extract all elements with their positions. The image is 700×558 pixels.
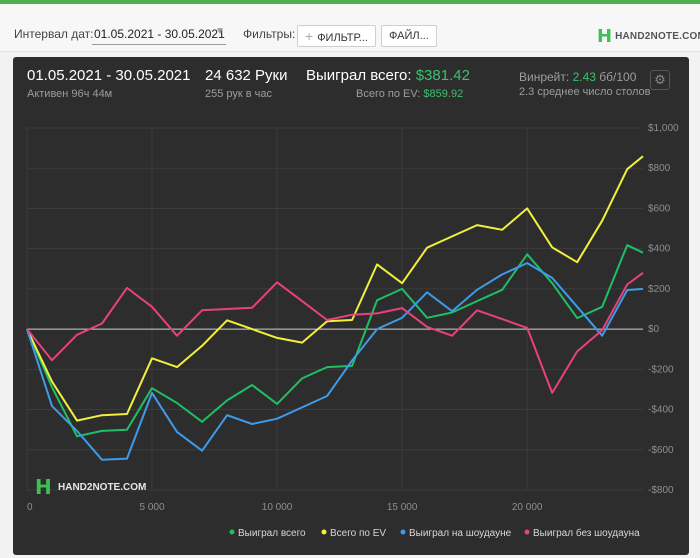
series-line-1 [26, 155, 644, 422]
plus-icon: + [305, 28, 314, 44]
summary-period: 01.05.2021 - 30.05.2021 [27, 67, 191, 84]
summary-ev-total: Всего по EV: $859.92 [356, 88, 464, 100]
filter-button[interactable]: + ФИЛЬТР... [297, 25, 376, 47]
y-tick-label: -$400 [648, 405, 674, 416]
x-tick-label: 15 000 [387, 502, 418, 513]
chart-watermark: H HAND2NOTE.COM [35, 475, 146, 499]
summary-won-total: Выиграл всего: $381.42 [306, 67, 470, 84]
y-tick-label: $400 [648, 244, 671, 255]
filters-label: Фильтры: [243, 27, 296, 41]
summary-winrate: Винрейт: 2.43 бб/100 [519, 70, 637, 84]
y-tick-label: $1,000 [648, 123, 679, 134]
gear-icon[interactable]: ⚙ [650, 70, 670, 90]
legend-item: Выиграл на шоудауне [409, 528, 512, 539]
winrate-value: 2.43 [572, 70, 596, 84]
y-axis-ticks: $1,000 $800 $600 $400 $200 $0 -$200 -$400 -$600 -… [648, 123, 679, 496]
date-interval-label: Интервал дат: [14, 27, 94, 41]
series-line-0 [26, 244, 644, 438]
chevron-down-icon[interactable]: ▼ [215, 26, 225, 37]
x-tick-label: 20 000 [512, 502, 543, 513]
ev-total-value: $859.92 [423, 88, 464, 100]
won-total-value: $381.42 [415, 67, 470, 84]
date-range-picker[interactable]: 01.05.2021 - 30.05.2021 [94, 27, 225, 41]
legend-swatch [400, 529, 406, 535]
series-line-3 [26, 271, 644, 394]
y-tick-label: $200 [648, 284, 671, 295]
legend-item: Всего по EV [330, 528, 386, 539]
legend-item: Выиграл без шоудауна [533, 527, 640, 539]
top-toolbar: Интервал дат: 01.05.2021 - 30.05.2021 ▼ … [0, 0, 700, 52]
summary-active: Активен 96ч 44м [27, 88, 113, 100]
brand-mark: H [597, 26, 613, 47]
x-axis-ticks: 0 5 000 10 000 15 000 20 000 [27, 502, 543, 513]
y-tick-label: $600 [648, 203, 671, 214]
y-tick-label: -$600 [648, 445, 674, 456]
chart-grid [26, 127, 643, 491]
brand-logo: H HAND2NOTE.COM [597, 26, 700, 47]
date-range-underline [92, 44, 226, 45]
summary-hands-per-hour: 255 рук в час [205, 88, 273, 100]
legend-swatch [229, 529, 235, 535]
watermark-mark: H [35, 475, 52, 499]
y-tick-label: $0 [648, 324, 660, 335]
summary-avg-tables: 2.3 среднее число столов [519, 86, 651, 98]
file-button[interactable]: ФАЙЛ... [381, 25, 437, 47]
y-tick-label: -$200 [648, 364, 674, 375]
summary-hands: 24 632 Руки [205, 67, 288, 84]
watermark-name: HAND2NOTE.COM [58, 482, 146, 493]
x-tick-label: 0 [27, 502, 33, 513]
legend-item: Выиграл всего [238, 528, 306, 539]
x-tick-label: 10 000 [262, 502, 293, 513]
chart-series [26, 155, 644, 461]
legend-swatch [524, 529, 530, 535]
brand-name: HAND2NOTE.COM [615, 31, 700, 42]
y-tick-label: $800 [648, 163, 671, 174]
chart-legend: Выиграл всего Всего по EV Выиграл на шоуда… [229, 527, 640, 539]
y-tick-label: -$800 [648, 485, 674, 496]
series-line-2 [26, 262, 644, 461]
x-tick-label: 5 000 [140, 502, 165, 513]
legend-swatch [321, 529, 327, 535]
